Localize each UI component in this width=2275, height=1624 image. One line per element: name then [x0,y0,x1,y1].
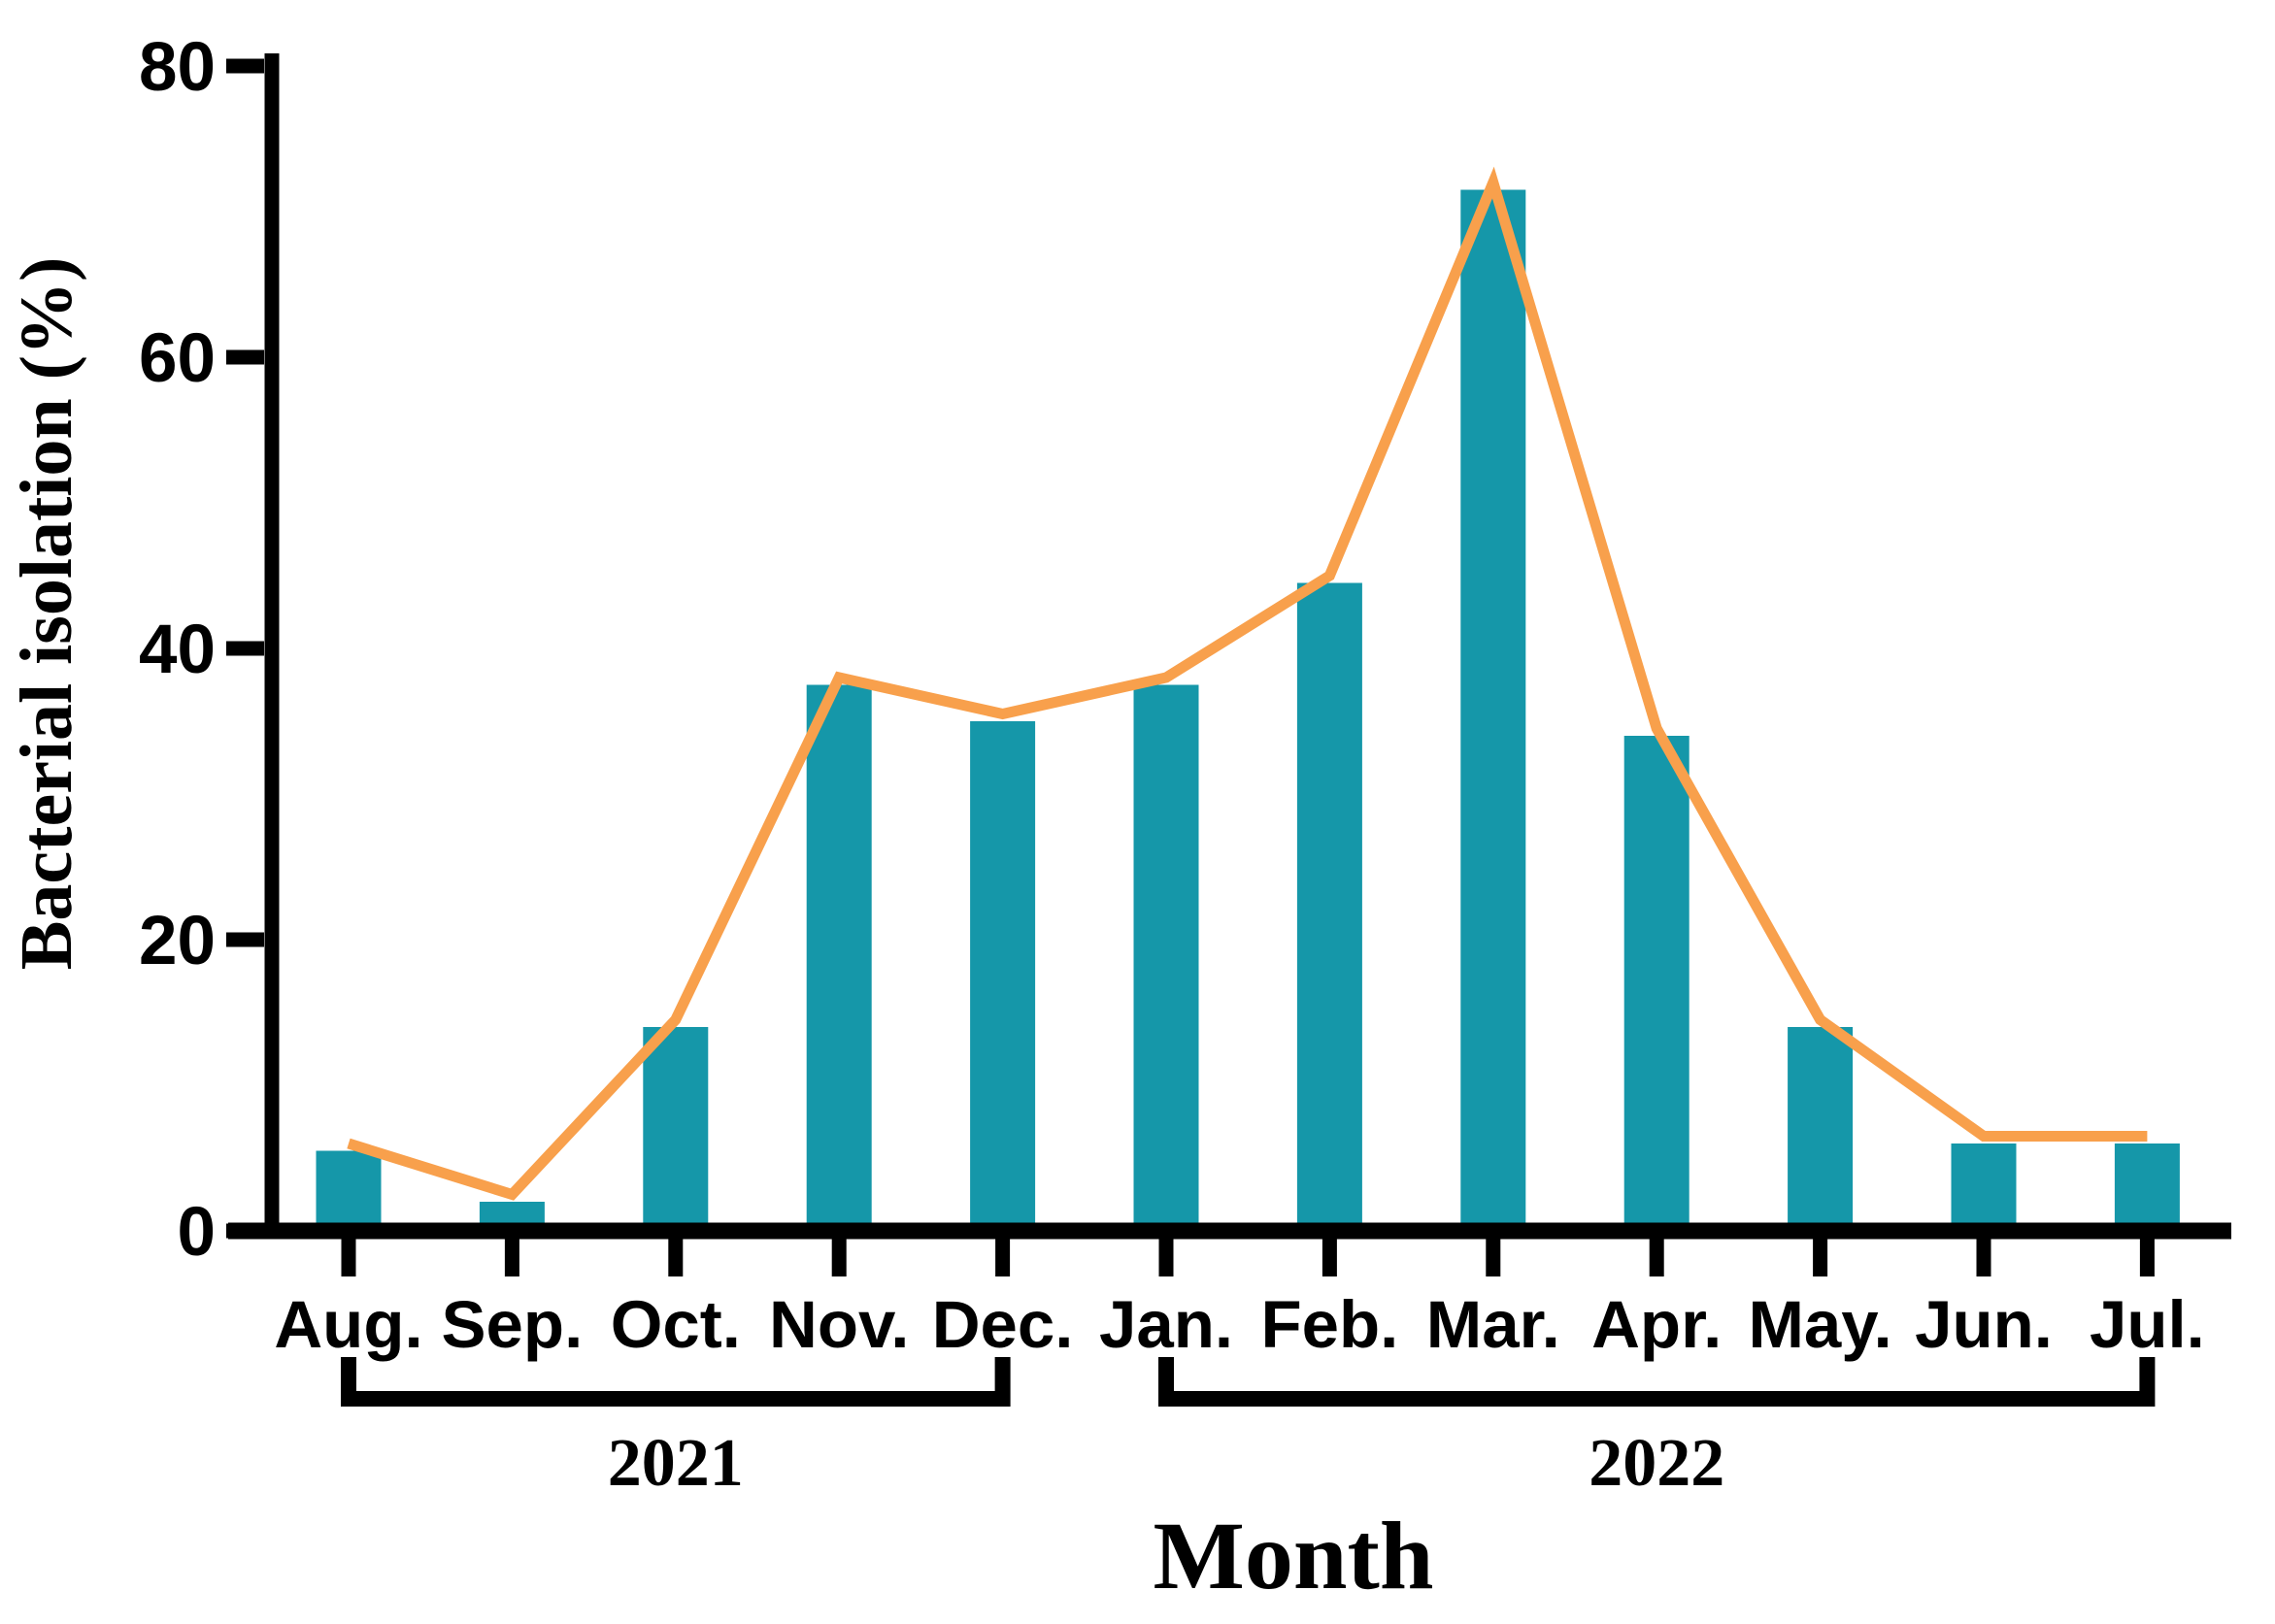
x-tick-label-feb: Feb. [1260,1287,1398,1362]
x-tick-label-jan: Jan. [1099,1287,1233,1362]
x-axis-title: Month [1154,1502,1434,1609]
x-tick-label-mar: Mar. [1426,1287,1560,1362]
x-tick-label-aug: Aug. [274,1287,422,1362]
y-tick-label-60: 60 [139,320,216,397]
y-tick-label-80: 80 [139,29,216,106]
year-bracket-2022 [1158,1357,2156,1407]
year-bracket-2021 [341,1357,1011,1407]
x-tick-label-apr: Apr. [1591,1287,1722,1362]
x-tick-labels: Aug. Sep. Oct. Nov. Dec. Jan. Feb. Mar. Apr. May.… [274,1287,2204,1362]
bar-feb [1296,582,1362,1231]
trend-line [347,166,2148,1201]
year-brackets-group: 2021 2022 [341,1357,2156,1501]
y-axis-title: Bacterial isolation (%) [6,257,87,971]
bar-jun [1951,1143,2017,1231]
x-tick-label-may: May. [1748,1287,1891,1362]
bars-group [316,189,2180,1231]
y-tick-labels: 0 20 40 60 80 [139,29,216,1271]
bar-oct [643,1027,709,1231]
trend-line-group [347,166,2148,1201]
x-tick-label-nov: Nov. [769,1287,909,1362]
bar-aug [316,1150,382,1231]
x-tick-label-dec: Dec. [932,1287,1074,1362]
year-label-2021: 2021 [608,1426,744,1501]
year-label-2022: 2022 [1589,1426,1724,1501]
bar-may [1788,1027,1854,1231]
x-tick-label-oct: Oct. [611,1287,741,1362]
x-tick-label-jul: Jul. [2090,1287,2205,1362]
x-tick-label-jun: Jun. [1915,1287,2053,1362]
x-tick-label-sep: Sep. [442,1287,584,1362]
y-tick-label-0: 0 [178,1194,217,1271]
bar-jan [1133,684,1199,1231]
bar-apr [1623,736,1690,1231]
y-tick-label-20: 20 [139,903,216,979]
bar-dec [970,721,1036,1231]
bar-nov [806,684,872,1231]
bar-jul [2114,1143,2180,1231]
axes-group [226,53,2231,1276]
bar-mar [1460,189,1526,1231]
y-tick-label-40: 40 [139,612,216,688]
